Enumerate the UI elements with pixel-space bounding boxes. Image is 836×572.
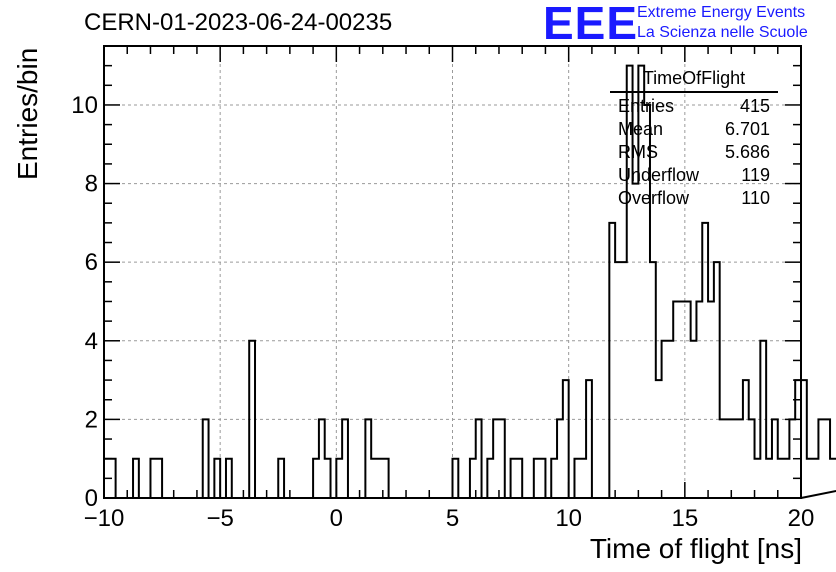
- y-axis-label: Entries/bin: [12, 47, 43, 180]
- y-tick-label: 8: [85, 171, 98, 198]
- x-tick-label: −5: [206, 505, 233, 532]
- stats-value: 415: [739, 96, 770, 116]
- stats-value: 110: [741, 188, 770, 208]
- x-tick-label: 20: [788, 505, 815, 532]
- eee-logo: EEE: [543, 0, 639, 49]
- stats-value: 5.686: [724, 142, 770, 162]
- eee-logo-line2: La Scienza nelle Scuole: [637, 24, 808, 41]
- stats-value: 119: [741, 165, 770, 185]
- y-tick-label: 6: [85, 249, 98, 276]
- stats-label: Underflow: [618, 165, 700, 185]
- y-tick-label: 2: [85, 406, 98, 433]
- stats-row-mean: Mean 6.701: [610, 118, 778, 141]
- y-tick-label: 4: [85, 328, 98, 355]
- tick-labels: −10 −5 0 5 10 15 20 0 2 4 6 8 10: [71, 92, 814, 532]
- stats-box: TimeOfFlight Entries 415 Mean 6.701 RMS …: [610, 68, 778, 210]
- axis-ticks: [103, 45, 802, 499]
- stats-title: TimeOfFlight: [610, 68, 778, 93]
- eee-logo-line1: Extreme Energy Events: [637, 4, 806, 21]
- grid-lines: [104, 46, 801, 498]
- stats-label: RMS: [618, 142, 658, 162]
- x-axis-label: Time of flight [ns]: [589, 533, 802, 564]
- stats-row-entries: Entries 415: [610, 95, 778, 118]
- run-title: CERN-01-2023-06-24-00235: [84, 9, 393, 36]
- y-tick-label: 0: [85, 485, 98, 512]
- x-tick-label: −10: [84, 505, 125, 532]
- stats-label: Entries: [618, 96, 675, 116]
- y-tick-label: 10: [71, 92, 98, 119]
- stats-label: Mean: [618, 119, 664, 139]
- x-tick-label: 10: [555, 505, 582, 532]
- x-tick-label: 0: [330, 505, 343, 532]
- x-tick-label: 15: [671, 505, 698, 532]
- x-tick-label: 5: [446, 505, 459, 532]
- stats-value: 6.701: [724, 119, 770, 139]
- stats-row-rms: RMS 5.686: [610, 141, 778, 164]
- stats-row-overflow: Overflow 110: [610, 187, 778, 210]
- stats-row-underflow: Underflow 119: [610, 164, 778, 187]
- stats-label: Overflow: [618, 188, 690, 208]
